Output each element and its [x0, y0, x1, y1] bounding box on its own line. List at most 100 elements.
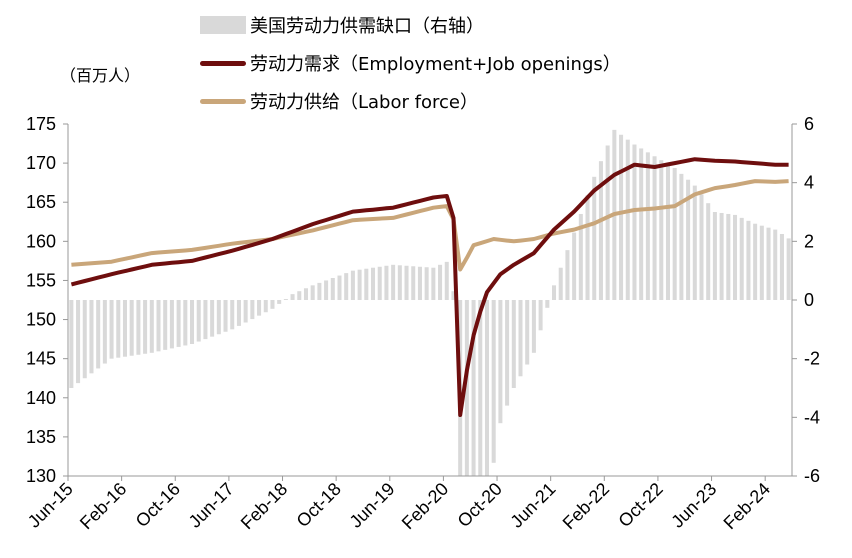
x-tick-label: Jun-19: [346, 479, 399, 532]
gap-bar: [377, 266, 382, 300]
gap-bar: [176, 300, 181, 347]
y-left-tick-label: 150: [26, 310, 56, 330]
y-left-tick-label: 165: [26, 192, 56, 212]
gap-bar: [531, 300, 536, 353]
gap-bar: [183, 300, 188, 346]
gap-bar: [96, 300, 101, 369]
x-tick-label: Oct-18: [293, 479, 345, 531]
gap-bar: [310, 285, 315, 300]
x-tick-label: Oct-22: [614, 479, 666, 531]
gap-bar: [773, 229, 778, 300]
gap-bar: [605, 145, 610, 300]
x-tick-label: Jun-17: [185, 479, 238, 532]
gap-bar: [552, 285, 557, 300]
gap-bar: [712, 212, 717, 300]
gap-bar: [397, 265, 402, 300]
legend-swatch-demand: [200, 60, 246, 66]
gap-bar: [471, 300, 476, 476]
gap-bar: [753, 223, 758, 300]
gap-bar: [371, 267, 376, 300]
chart-axes: [63, 123, 797, 477]
gap-bar: [739, 217, 744, 300]
gap-bar: [451, 291, 456, 300]
legend: 美国劳动力供需缺口（右轴） 劳动力需求（Employment+Job openi…: [200, 6, 621, 120]
gap-bar: [565, 250, 570, 300]
gap-bar: [578, 213, 583, 300]
gap-bar: [82, 300, 87, 379]
gap-bar: [243, 300, 248, 323]
gap-bars: [69, 129, 791, 476]
gap-bar: [129, 300, 134, 356]
gap-bar: [116, 300, 121, 358]
gap-bar: [659, 160, 664, 300]
gap-bar: [706, 203, 711, 300]
gap-bar: [639, 148, 644, 300]
y-left-unit-label: （百万人）: [60, 66, 141, 85]
gap-bar: [411, 266, 416, 300]
gap-bar: [491, 300, 496, 463]
gap-bar: [572, 232, 577, 300]
x-tick-label: Oct-16: [132, 479, 184, 531]
gap-bar: [719, 212, 724, 300]
gap-bar: [303, 288, 308, 300]
y-right-tick-label: -6: [804, 466, 820, 486]
x-tick-label: Feb-18: [237, 479, 291, 533]
gap-bar: [464, 300, 469, 476]
gap-bar: [236, 300, 241, 326]
gap-bar: [679, 173, 684, 300]
legend-swatch-supply: [200, 98, 246, 104]
gap-bar: [699, 194, 704, 300]
y-right-tick-label: -2: [804, 349, 820, 369]
gap-bar: [210, 300, 215, 337]
gap-bar: [109, 300, 114, 359]
gap-bar: [163, 300, 168, 350]
demand-series-line: [70, 157, 789, 417]
gap-bar: [417, 266, 422, 300]
legend-label-demand: 劳动力需求（Employment+Job openings）: [250, 54, 621, 75]
legend-label-gap: 美国劳动力供需缺口（右轴）: [250, 16, 484, 37]
gap-bar: [143, 300, 148, 354]
gap-bar: [759, 225, 764, 300]
gap-bar: [149, 300, 154, 353]
gap-bar: [384, 265, 389, 300]
gap-bar: [250, 300, 255, 320]
gap-bar: [169, 300, 174, 349]
legend-item-gap: 美国劳动力供需缺口（右轴）: [200, 6, 621, 44]
gap-bar: [317, 282, 322, 300]
x-tick-label: Feb-24: [720, 479, 774, 533]
gap-bar: [672, 168, 677, 300]
y-left-tick-label: 170: [26, 153, 56, 173]
x-tick-label: Feb-20: [398, 479, 452, 533]
gap-bar: [511, 300, 516, 388]
gap-bar: [223, 300, 228, 332]
y-left-tick-label: 175: [26, 114, 56, 134]
y-right-tick-label: 2: [804, 231, 814, 251]
gap-bar: [444, 261, 449, 300]
y-left-tick-label: 160: [26, 231, 56, 251]
y-right-tick-labels: 6 4 2 0 -2 -4 -6: [804, 114, 820, 486]
gap-bar: [190, 300, 195, 344]
x-tick-labels: Jun-15 Feb-16 Oct-16 Jun-17 Feb-18 Oct-18 Jun-…: [24, 476, 774, 533]
gap-bar: [484, 300, 489, 476]
supply-series-line: [71, 179, 789, 272]
gap-bar: [263, 300, 268, 313]
gap-bar: [598, 161, 603, 300]
gap-bar: [196, 300, 201, 342]
gap-bar: [283, 299, 288, 300]
y-right-tick-label: -4: [804, 407, 820, 427]
legend-item-demand: 劳动力需求（Employment+Job openings）: [200, 44, 621, 82]
gap-bar: [592, 176, 597, 300]
x-tick-label: Jun-21: [506, 479, 559, 532]
y-right-tick-label: 0: [804, 290, 814, 310]
gap-bar: [786, 238, 791, 300]
gap-bar: [505, 300, 510, 406]
gap-bar: [203, 300, 208, 340]
gap-bar: [645, 152, 650, 300]
y-left-tick-label: 155: [26, 270, 56, 290]
gap-bar: [89, 300, 94, 374]
gap-bar: [665, 164, 670, 300]
gap-bar: [257, 300, 262, 316]
gap-bar: [585, 195, 590, 300]
legend-swatch-bar: [200, 16, 246, 34]
